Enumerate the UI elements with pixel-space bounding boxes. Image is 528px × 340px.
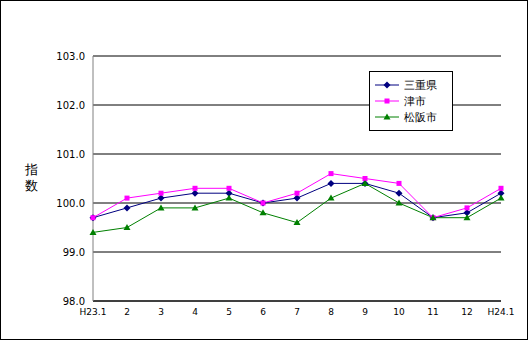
svg-text:2: 2: [124, 307, 130, 317]
svg-text:100.0: 100.0: [56, 198, 85, 209]
html-text:三重県: 三重県: [404, 78, 437, 92]
svg-text:3: 3: [158, 307, 164, 317]
svg-text:102.0: 102.0: [56, 100, 85, 111]
svg-text:6: 6: [260, 307, 266, 317]
svg-text:99.0: 99.0: [63, 247, 85, 258]
svg-text:12: 12: [461, 307, 472, 317]
svg-text:11: 11: [427, 307, 438, 317]
svg-text:9: 9: [362, 307, 368, 317]
svg-text:8: 8: [328, 307, 334, 317]
svg-text:101.0: 101.0: [56, 149, 85, 160]
svg-text:指数: 指数: [24, 162, 38, 193]
svg-text:H24.1: H24.1: [488, 307, 515, 317]
html-text:松阪市: 松阪市: [404, 110, 437, 124]
html-text:津市: 津市: [404, 94, 426, 108]
svg-text:5: 5: [226, 307, 232, 317]
svg-text:103.0: 103.0: [56, 51, 85, 62]
svg-text:H23.1: H23.1: [80, 307, 107, 317]
svg-text:4: 4: [192, 307, 198, 317]
svg-text:7: 7: [294, 307, 300, 317]
svg-text:10: 10: [393, 307, 405, 317]
svg-text:98.0: 98.0: [63, 296, 85, 307]
